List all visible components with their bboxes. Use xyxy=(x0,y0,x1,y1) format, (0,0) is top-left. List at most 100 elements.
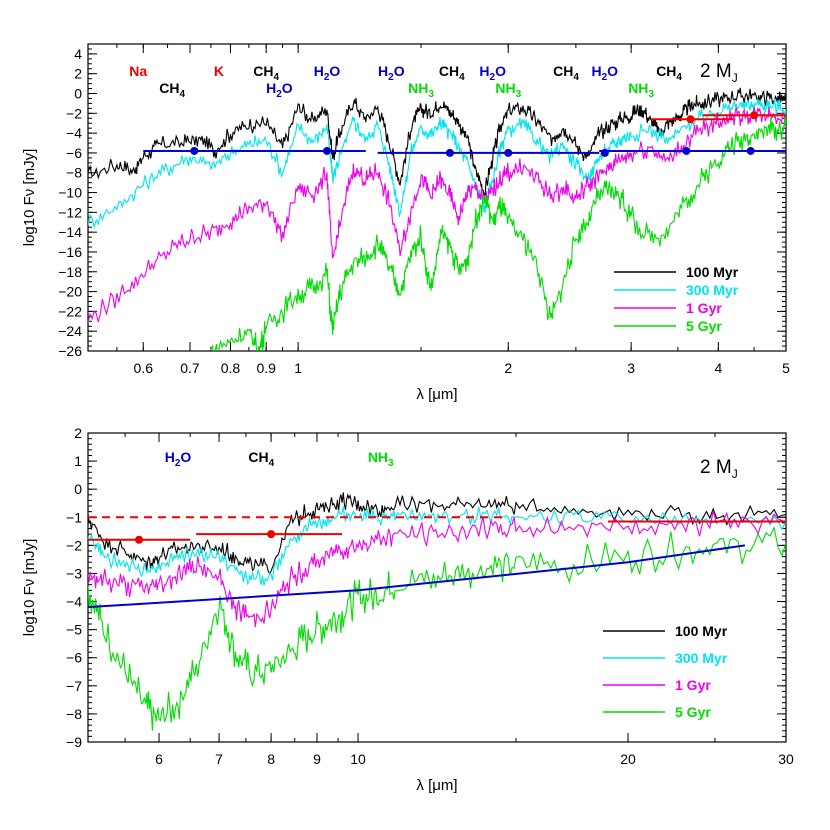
y-tick-label: −20 xyxy=(58,284,82,300)
species-label: Na xyxy=(129,63,147,79)
y-tick-label: −14 xyxy=(58,224,82,240)
legend-label: 300 Myr xyxy=(675,650,728,666)
sensitivity-point xyxy=(135,535,144,544)
x-tick-label: 4 xyxy=(714,360,722,376)
y-tick-label: −24 xyxy=(58,323,82,339)
series-line-5-gyr xyxy=(210,116,786,351)
species-label: H2O xyxy=(378,63,405,83)
sensitivity-point xyxy=(445,148,454,157)
legend: 100 Myr 300 Myr 1 Gyr 5 Gyr xyxy=(614,264,739,334)
y-tick-label: −16 xyxy=(58,244,82,260)
y-tick-label: −18 xyxy=(58,264,82,280)
mass-annotation: 2 MJ xyxy=(700,61,738,85)
mass-annotation: 2 MJ xyxy=(700,457,738,481)
y-tick-label: −10 xyxy=(58,185,82,201)
x-tick-label: 0.7 xyxy=(180,360,200,376)
species-label: NH3 xyxy=(628,80,654,100)
sensitivity-point xyxy=(323,146,332,155)
x-tick-label: 0.6 xyxy=(134,360,154,376)
legend-label: 100 Myr xyxy=(686,264,739,280)
species-label: H2O xyxy=(165,449,192,469)
plot-frame xyxy=(87,432,787,743)
series-line-100-myr xyxy=(88,492,786,575)
species-label: CH4 xyxy=(248,449,274,469)
x-tick-label: 2 xyxy=(504,360,512,376)
x-tick-label: 5 xyxy=(782,360,790,376)
y-tick-label: 4 xyxy=(74,46,82,62)
legend-label: 5 Gyr xyxy=(675,704,711,720)
x-tick-label: 3 xyxy=(627,360,635,376)
series-line-1-gyr xyxy=(88,510,786,627)
x-tick-label: 7 xyxy=(215,751,223,767)
y-tick-label: −3 xyxy=(66,565,82,581)
y-tick-label: −5 xyxy=(66,622,82,638)
species-label: K xyxy=(214,63,224,79)
species-label: H2O xyxy=(314,63,341,83)
legend-label: 300 Myr xyxy=(686,282,739,298)
y-tick-label: 2 xyxy=(74,425,82,441)
legend: 100 Myr 300 Myr 1 Gyr 5 Gyr xyxy=(603,623,728,720)
legend-label: 100 Myr xyxy=(675,623,728,639)
x-tick-label: 30 xyxy=(778,751,794,767)
species-label: H2O xyxy=(591,63,618,83)
plot-area xyxy=(88,87,786,351)
y-tick-label: −6 xyxy=(66,145,82,161)
legend-label: 1 Gyr xyxy=(686,300,722,316)
y-tick-label: −26 xyxy=(58,343,82,359)
species-label: CH4 xyxy=(553,63,579,83)
y-tick-label: 1 xyxy=(74,453,82,469)
species-label: NH3 xyxy=(495,80,521,100)
y-tick-label: −12 xyxy=(58,204,82,220)
y-tick-label: −8 xyxy=(66,706,82,722)
y-tick-label: −8 xyxy=(66,165,82,181)
plot-frame xyxy=(87,43,787,352)
y-tick-label: −22 xyxy=(58,303,82,319)
sensitivity-point xyxy=(750,111,759,120)
x-tick-label: 10 xyxy=(350,751,366,767)
y-tick-label: −7 xyxy=(66,678,82,694)
x-tick-label: 0.8 xyxy=(221,360,241,376)
y-tick-label: −4 xyxy=(66,594,82,610)
species-label: CH4 xyxy=(439,63,465,83)
x-tick-label: 20 xyxy=(620,751,636,767)
y-tick-label: −4 xyxy=(66,125,82,141)
y-tick-label: 2 xyxy=(74,66,82,82)
species-label: CH4 xyxy=(656,63,682,83)
sensitivity-point xyxy=(746,146,755,155)
sensitivity-point xyxy=(682,146,691,155)
series-line-5-gyr xyxy=(88,525,786,731)
y-axis-title: log10 Fν [mJy] xyxy=(21,149,38,247)
series-line-100-myr xyxy=(88,87,786,200)
species-label: CH4 xyxy=(159,80,185,100)
sensitivity-point xyxy=(504,148,513,157)
plot-area xyxy=(88,492,786,731)
species-label: H2O xyxy=(479,63,506,83)
x-axis-title: λ [μm] xyxy=(416,386,457,403)
legend-label: 5 Gyr xyxy=(686,318,722,334)
y-tick-label: 0 xyxy=(74,86,82,102)
sensitivity-curve xyxy=(88,544,746,609)
species-label: NH3 xyxy=(368,449,394,469)
y-axis-title: log10 Fν [mJy] xyxy=(21,539,38,637)
y-tick-label: −1 xyxy=(66,509,82,525)
species-label: NH3 xyxy=(408,80,434,100)
y-tick-label: −9 xyxy=(66,734,82,750)
chart-panel-bottom: −9 −8 −7 −6 −5 −4 −3 −2 −1 0 1 2 6 7 8 9 10 20 30 λ [μm] log… xyxy=(21,425,794,794)
y-tick-label: −6 xyxy=(66,650,82,666)
sensitivity-point xyxy=(686,115,695,124)
y-tick-label: 0 xyxy=(74,481,82,497)
x-tick-label: 6 xyxy=(155,751,163,767)
x-tick-label: 8 xyxy=(267,751,275,767)
x-tick-label: 1 xyxy=(294,360,302,376)
series-line-300-myr xyxy=(88,98,786,229)
sensitivity-point xyxy=(267,530,276,539)
species-label: CH4 xyxy=(253,63,279,83)
legend-label: 1 Gyr xyxy=(675,677,711,693)
sensitivity-point xyxy=(190,146,199,155)
x-tick-label: 0.9 xyxy=(256,360,276,376)
y-tick-label: −2 xyxy=(66,105,82,121)
series-line-1-gyr xyxy=(88,106,786,323)
species-label: H2O xyxy=(266,80,293,100)
x-tick-label: 9 xyxy=(313,751,321,767)
